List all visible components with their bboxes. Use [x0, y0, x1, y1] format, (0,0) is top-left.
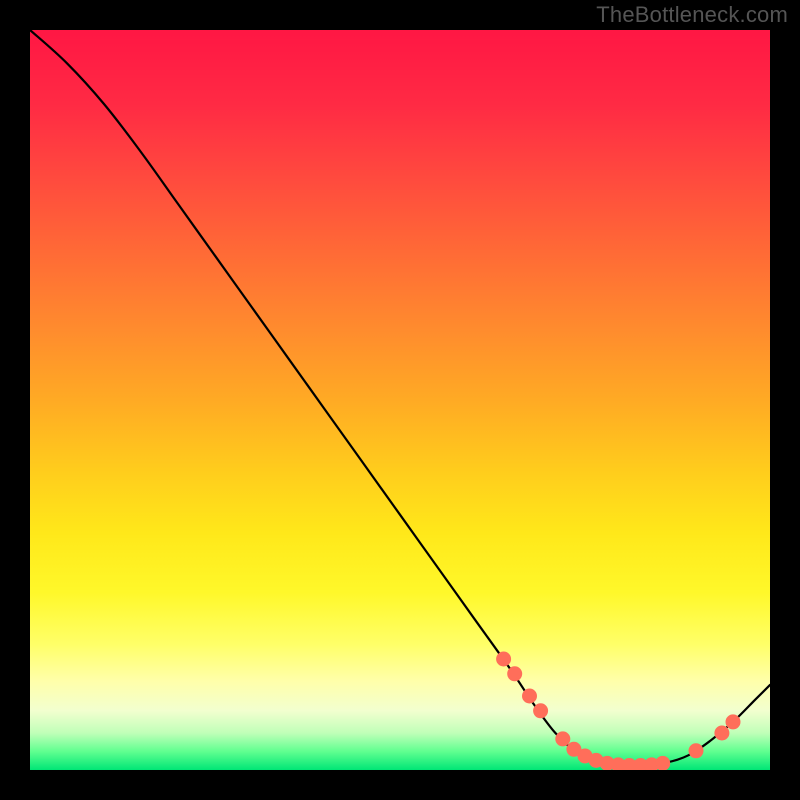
curve-marker: [523, 689, 537, 703]
curve-marker: [689, 744, 703, 758]
curve-marker: [497, 652, 511, 666]
bottleneck-curve: [30, 30, 770, 766]
attribution-text: TheBottleneck.com: [596, 2, 788, 28]
curve-markers: [497, 652, 740, 770]
curve-marker: [508, 667, 522, 681]
curve-marker: [656, 756, 670, 770]
curve-marker: [726, 715, 740, 729]
curve-marker: [715, 726, 729, 740]
curve-marker: [534, 704, 548, 718]
chart-curve-layer: [30, 30, 770, 770]
chart-plot-area: [30, 30, 770, 770]
curve-marker: [556, 732, 570, 746]
